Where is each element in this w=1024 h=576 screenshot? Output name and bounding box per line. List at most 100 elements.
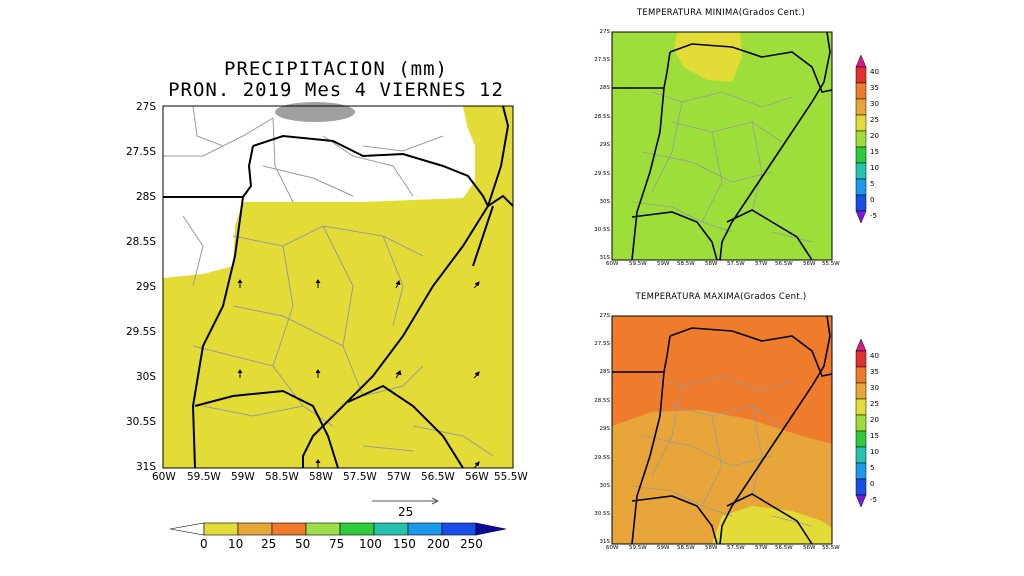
lat-label: 28S	[135, 191, 156, 203]
lat-label: 29.5S	[125, 326, 156, 338]
legend-swatch	[855, 162, 867, 180]
lat-label: 27.5S	[594, 57, 610, 63]
lon-label: 59.5W	[187, 471, 221, 483]
lat-label: 30.5S	[125, 416, 156, 428]
lon-label: 60W	[152, 471, 176, 483]
lon-label: 59.5W	[629, 261, 647, 267]
tmin-title: TEMPERATURA MINIMA(Grados Cent.)	[636, 8, 806, 18]
lat-label: 30S	[599, 199, 611, 205]
lat-label: 29S	[599, 426, 611, 432]
legend-label: 5	[870, 464, 875, 472]
legend-swatch	[855, 382, 867, 400]
legend-label: 25	[870, 116, 879, 124]
legend-label: 10	[870, 448, 879, 456]
lat-label: 30S	[599, 483, 611, 489]
lon-label: 56.5W	[421, 471, 455, 483]
lat-label: 28.5S	[594, 398, 610, 404]
lon-label: 58W	[309, 471, 333, 483]
legend-swatch	[475, 522, 507, 536]
precip-legend-bar	[169, 522, 507, 536]
lon-label: 59.5W	[629, 545, 647, 551]
lat-label: 27S	[599, 29, 611, 35]
legend-label: -5	[870, 212, 877, 220]
legend-label: 75	[329, 537, 345, 551]
legend-swatch	[855, 430, 867, 448]
legend-swatch	[855, 178, 867, 196]
tmax-map	[611, 315, 833, 545]
legend-label: 30	[870, 100, 879, 108]
legend-label: 35	[870, 368, 879, 376]
tmin-legend-bar	[855, 54, 867, 224]
legend-label: 25	[870, 400, 879, 408]
lon-label: 55.5W	[494, 471, 528, 483]
legend-label: 200	[427, 537, 450, 551]
legend-label: 10	[228, 537, 244, 551]
lat-label: 27.5S	[594, 341, 610, 347]
legend-swatch	[855, 194, 867, 212]
legend-swatch	[855, 494, 867, 508]
lat-label: 31S	[599, 255, 611, 261]
lon-label: 56W	[803, 545, 816, 551]
lon-label: 57.5W	[727, 545, 745, 551]
lon-label: 58W	[705, 545, 718, 551]
lon-label: 56.5W	[775, 545, 793, 551]
lon-label: 57.5W	[343, 471, 377, 483]
legend-label: 20	[870, 416, 879, 424]
lon-label: 59W	[657, 545, 670, 551]
legend-label: 15	[870, 148, 879, 156]
legend-swatch	[855, 66, 867, 84]
legend-swatch	[373, 522, 409, 536]
legend-swatch	[237, 522, 273, 536]
legend-swatch	[855, 462, 867, 480]
lon-label: 59W	[657, 261, 670, 267]
lat-label: 29S	[599, 142, 611, 148]
lat-label: 28.5S	[125, 236, 156, 248]
precip-title-line2: PRON. 2019 Mes 4 VIERNES 12	[168, 79, 504, 101]
legend-label: 250	[460, 537, 483, 551]
vector-reference-value: 25	[398, 505, 414, 519]
lat-label: 30.5S	[594, 511, 610, 517]
legend-swatch	[855, 210, 867, 224]
lat-label: 30.5S	[594, 227, 610, 233]
lon-label: 60W	[606, 545, 619, 551]
legend-label: 0	[200, 537, 208, 551]
lat-label: 29.5S	[594, 171, 610, 177]
legend-label: 150	[393, 537, 416, 551]
lon-label: 59W	[231, 471, 255, 483]
legend-swatch	[305, 522, 341, 536]
legend-swatch	[855, 350, 867, 368]
legend-label: 40	[870, 352, 879, 360]
legend-swatch	[407, 522, 443, 536]
lat-label: 31S	[135, 461, 156, 473]
lat-label: 30S	[135, 371, 156, 383]
lon-label: 57W	[755, 261, 768, 267]
legend-label: 30	[870, 384, 879, 392]
lon-label: 58.5W	[265, 471, 299, 483]
legend-swatch	[855, 478, 867, 496]
legend-label: 0	[870, 196, 875, 204]
legend-label: 25	[261, 537, 277, 551]
lon-label: 55.5W	[822, 261, 840, 267]
legend-swatch	[855, 98, 867, 116]
vector-reference-arrow	[372, 497, 440, 505]
legend-label: 5	[870, 180, 875, 188]
lon-label: 57.5W	[727, 261, 745, 267]
legend-swatch	[855, 114, 867, 132]
legend-label: 50	[295, 537, 311, 551]
legend-swatch	[855, 54, 867, 68]
lat-label: 29S	[135, 281, 156, 293]
legend-swatch	[855, 366, 867, 384]
legend-swatch	[855, 130, 867, 148]
tmax-title: TEMPERATURA MAXIMA(Grados Cent.)	[635, 292, 807, 302]
lat-label: 28.5S	[594, 114, 610, 120]
tmax-legend-bar	[855, 338, 867, 508]
lat-label: 28S	[599, 85, 611, 91]
legend-label: 100	[359, 537, 382, 551]
lon-label: 60W	[606, 261, 619, 267]
legend-swatch	[855, 82, 867, 100]
lon-label: 58W	[705, 261, 718, 267]
legend-label: 40	[870, 68, 879, 76]
lon-label: 56W	[465, 471, 489, 483]
legend-swatch	[169, 522, 205, 536]
lon-label: 57W	[755, 545, 768, 551]
